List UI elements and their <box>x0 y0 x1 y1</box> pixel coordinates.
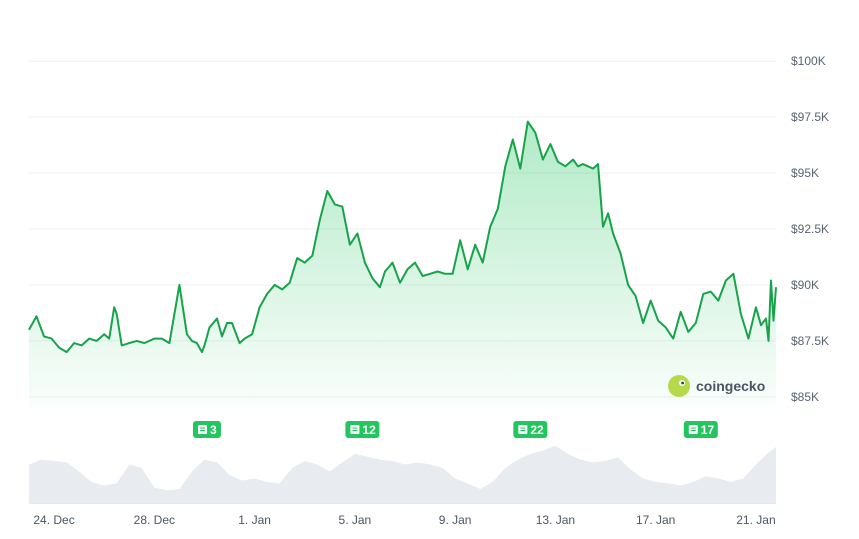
news-badge-count: 17 <box>701 423 715 437</box>
y-axis: $100K $97.5K $95K $92.5K $90K $87.5K $85K <box>791 54 829 404</box>
y-tick-label: $95K <box>791 166 819 180</box>
price-area-layer <box>28 120 777 408</box>
event-badges: 3 12 22 17 <box>192 421 718 438</box>
x-tick-label: 17. Jan <box>636 513 675 527</box>
coingecko-brand-text: coingecko <box>696 378 765 394</box>
x-axis: 24. Dec 28. Dec 1. Jan 5. Jan 9. Jan 13. Jan 1… <box>29 503 776 527</box>
x-tick-label: 13. Jan <box>536 513 575 527</box>
coingecko-watermark: coingecko <box>668 375 765 397</box>
y-tick-label: $97.5K <box>791 110 829 124</box>
x-tick-label: 24. Dec <box>33 513 74 527</box>
y-tick-label: $90K <box>791 278 819 292</box>
news-badge[interactable]: 17 <box>683 421 718 438</box>
x-tick-label: 5. Jan <box>339 513 372 527</box>
coingecko-logo-icon <box>668 375 690 397</box>
price-area <box>29 121 776 408</box>
y-tick-label: $92.5K <box>791 222 829 236</box>
news-icon <box>350 425 360 434</box>
news-badge[interactable]: 12 <box>345 421 380 438</box>
y-tick-label: $87.5K <box>791 334 829 348</box>
price-line <box>28 120 777 354</box>
news-badge[interactable]: 22 <box>513 421 548 438</box>
y-tick-label: $100K <box>791 54 826 68</box>
news-badge-count: 12 <box>362 423 376 437</box>
news-icon <box>197 425 207 434</box>
news-icon <box>688 425 698 434</box>
news-badge-count: 3 <box>210 423 217 437</box>
x-tick-label: 21. Jan <box>736 513 775 527</box>
volume-layer <box>29 445 776 503</box>
coingecko-logo-pupil <box>681 381 684 385</box>
x-tick-label: 9. Jan <box>439 513 472 527</box>
news-badge-count: 22 <box>530 423 544 437</box>
y-tick-label: $85K <box>791 390 819 404</box>
volume-area <box>29 445 776 503</box>
x-tick-label: 28. Dec <box>134 513 175 527</box>
x-tick-label: 1. Jan <box>238 513 271 527</box>
news-icon <box>518 425 528 434</box>
news-badge[interactable]: 3 <box>192 421 221 438</box>
